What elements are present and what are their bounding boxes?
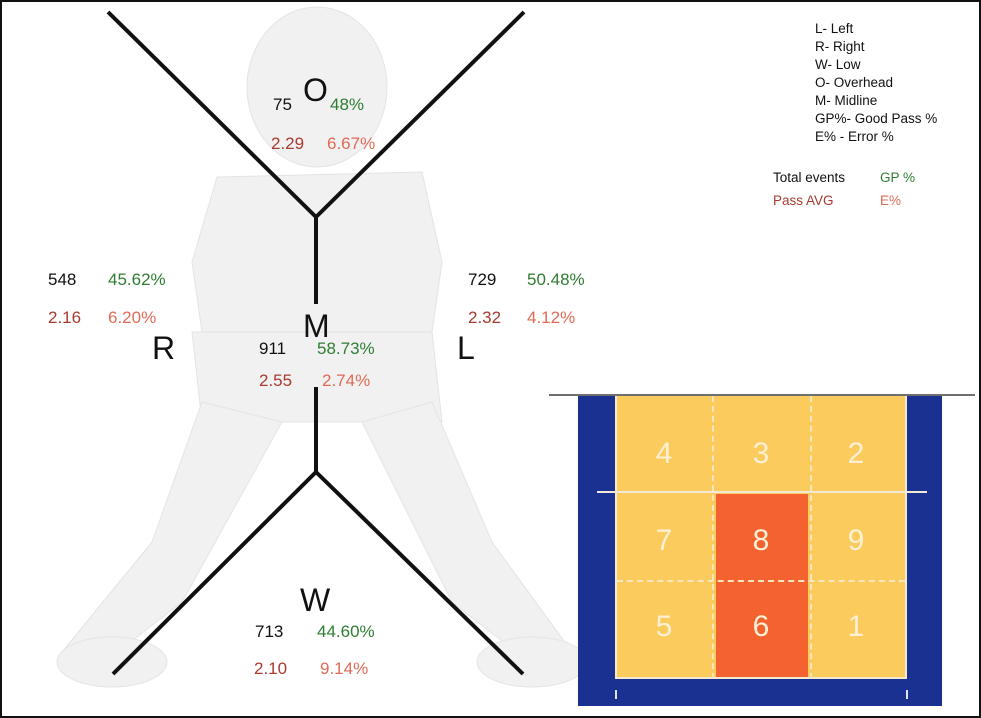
highlighted-zone-8-6 [716,494,808,677]
zone-letter-overhead: O [303,72,328,108]
upper-left-divider-line [106,10,318,219]
overhead-total-events: 75 [273,95,292,114]
net-line [549,394,975,396]
key-error: E% [880,193,902,208]
right-pass-avg: 2.16 [48,308,82,327]
court-zone-6: 6 [752,610,770,643]
zone-divider-vertical-right [810,396,812,679]
upper-right-divider-line [314,10,526,219]
lower-left-divider-line [111,470,318,676]
left-gp-percent: 50.48% [527,270,585,289]
zone-letter-left: L [457,330,475,366]
low-pass-avg: 2.10 [254,659,288,678]
volleyball-court: 4 3 2 7 8 9 5 6 1 [549,394,977,716]
court-zone-2: 2 [847,437,865,470]
key-total-events: Total events [773,170,846,185]
key-pass-avg: Pass AVG [773,193,834,208]
legend-item-gp: GP%- Good Pass % [815,111,938,126]
zone-letter-midline: M [303,308,330,344]
low-total-events: 713 [255,622,284,641]
court-zone-7: 7 [655,524,673,557]
key-gp: GP % [880,170,916,185]
zone-divider-horizontal [617,580,905,582]
lower-right-divider-line [314,470,525,676]
legend-item-left: L- Left [815,21,854,36]
court-zone-3: 3 [752,437,770,470]
midline-gp-percent: 58.73% [317,339,375,358]
legend-item-midline: M- Midline [815,93,878,108]
baseline-tick-left [615,690,617,699]
court-zone-4: 4 [655,437,673,470]
zone-divider-vertical-left [712,396,714,679]
baseline-tick-right [906,690,908,699]
court-zone-5: 5 [655,610,673,643]
court-zone-9: 9 [847,524,865,557]
court-zone-8: 8 [752,524,770,557]
low-error-percent: 9.14% [320,659,369,678]
left-pass-avg: 2.32 [468,308,502,327]
overhead-error-percent: 6.67% [327,134,376,153]
court-zone-1: 1 [847,610,865,643]
zone-letter-low: W [300,582,331,618]
legend-item-right: R- Right [815,39,865,54]
left-error-percent: 4.12% [527,308,576,327]
abbreviation-legend: L- Left R- Right W- Low O- Overhead M- M… [815,20,937,146]
legend-item-error: E% - Error % [815,129,894,144]
left-total-events: 729 [468,270,497,289]
right-total-events: 548 [48,270,77,289]
attack-line [597,491,927,493]
low-gp-percent: 44.60% [317,622,375,641]
zone-letter-right: R [152,330,176,366]
overhead-pass-avg: 2.29 [271,134,305,153]
legend-item-overhead: O- Overhead [815,75,894,90]
legend-item-low: W- Low [815,57,861,72]
right-error-percent: 6.20% [108,308,157,327]
overhead-gp-percent: 48% [330,95,365,114]
right-gp-percent: 45.62% [108,270,166,289]
midline-error-percent: 2.74% [322,371,371,390]
midline-pass-avg: 2.55 [259,371,293,390]
midline-total-events: 911 [259,339,287,358]
